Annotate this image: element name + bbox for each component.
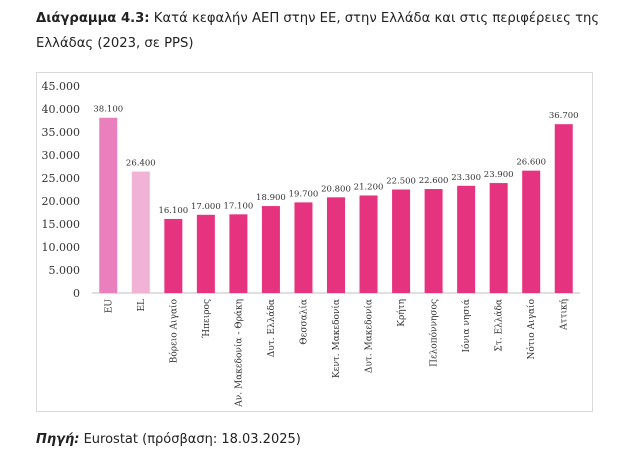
bar <box>294 202 313 293</box>
bar <box>131 171 150 293</box>
y-tick-label: 20.000 <box>42 195 81 208</box>
x-tick-label: Θεσσαλία <box>298 299 309 345</box>
data-label: 18.900 <box>256 193 286 203</box>
source-text: Eurostat (πρόσβαση: 18.03.2025) <box>83 432 301 447</box>
bar <box>554 124 573 294</box>
y-tick-label: 45.000 <box>42 80 81 93</box>
bar <box>489 183 508 293</box>
x-tick-label: Πελοπόννησος <box>429 299 440 367</box>
caption-text: Κατά κεφαλήν ΑΕΠ στην ΕΕ, στην Ελλάδα κα… <box>36 11 600 51</box>
x-tick-label: Στ. Ελλάδα <box>494 299 505 352</box>
x-tick-label: EU <box>104 299 114 314</box>
y-tick-label: 0 <box>73 287 80 300</box>
chart-frame <box>36 72 593 412</box>
x-tick-label: Αν. Μακεδονία - Θράκη <box>233 299 244 408</box>
y-tick-label: 25.000 <box>42 172 81 185</box>
y-tick-label: 30.000 <box>42 149 81 162</box>
data-label: 19.700 <box>289 189 319 199</box>
y-tick-label: 5.000 <box>49 264 81 277</box>
data-label: 16.100 <box>158 206 188 216</box>
caption-label: Διάγραμμα 4.3: <box>36 11 150 26</box>
bar <box>99 117 118 294</box>
data-label: 17.000 <box>191 202 221 212</box>
x-tick-label: Βόρειο Αιγαίο <box>168 299 179 363</box>
bar <box>522 170 541 293</box>
bar <box>164 218 183 293</box>
data-label: 22.500 <box>386 177 416 187</box>
data-label: 36.700 <box>549 111 579 121</box>
data-label: 26.400 <box>126 159 156 169</box>
data-label: 22.600 <box>419 176 449 186</box>
bar <box>261 206 280 293</box>
y-tick-label: 40.000 <box>42 103 81 116</box>
data-label: 21.200 <box>354 182 384 192</box>
bar <box>196 214 215 293</box>
data-label: 17.100 <box>224 201 254 211</box>
x-tick-label: Ήπειρος <box>201 299 212 338</box>
figure-source: Πηγή: Eurostat (πρόσβαση: 18.03.2025) <box>36 432 301 447</box>
figure-caption: Διάγραμμα 4.3: Κατά κεφαλήν ΑΕΠ στην ΕΕ,… <box>36 6 616 56</box>
x-tick-label: Κρήτη <box>396 299 407 327</box>
data-label: 23.900 <box>484 170 514 180</box>
bar <box>392 189 411 293</box>
data-label: 26.600 <box>516 158 546 168</box>
x-tick-label: Νότιο Αιγαίο <box>526 299 537 360</box>
bar <box>327 197 345 293</box>
data-label: 23.300 <box>451 173 481 183</box>
x-tick-label: Δυτ. Μακεδονία <box>364 299 375 373</box>
x-tick-label: Ιόνια νησιά <box>461 299 472 353</box>
source-label: Πηγή: <box>36 432 80 447</box>
x-tick-label: EL <box>137 299 147 312</box>
bar <box>457 185 476 293</box>
x-tick-label: Κεντ. Μακεδονία <box>331 299 342 378</box>
x-tick-label: Δυτ. Ελλάδα <box>266 299 277 357</box>
y-tick-label: 15.000 <box>42 218 81 231</box>
y-tick-label: 35.000 <box>42 126 81 139</box>
x-tick-label: Αττική <box>559 299 570 331</box>
bar <box>359 195 378 293</box>
bar <box>229 214 248 293</box>
y-tick-label: 10.000 <box>42 241 81 254</box>
data-label: 20.800 <box>321 184 351 194</box>
data-label: 38.100 <box>93 105 123 115</box>
bar <box>424 189 443 293</box>
